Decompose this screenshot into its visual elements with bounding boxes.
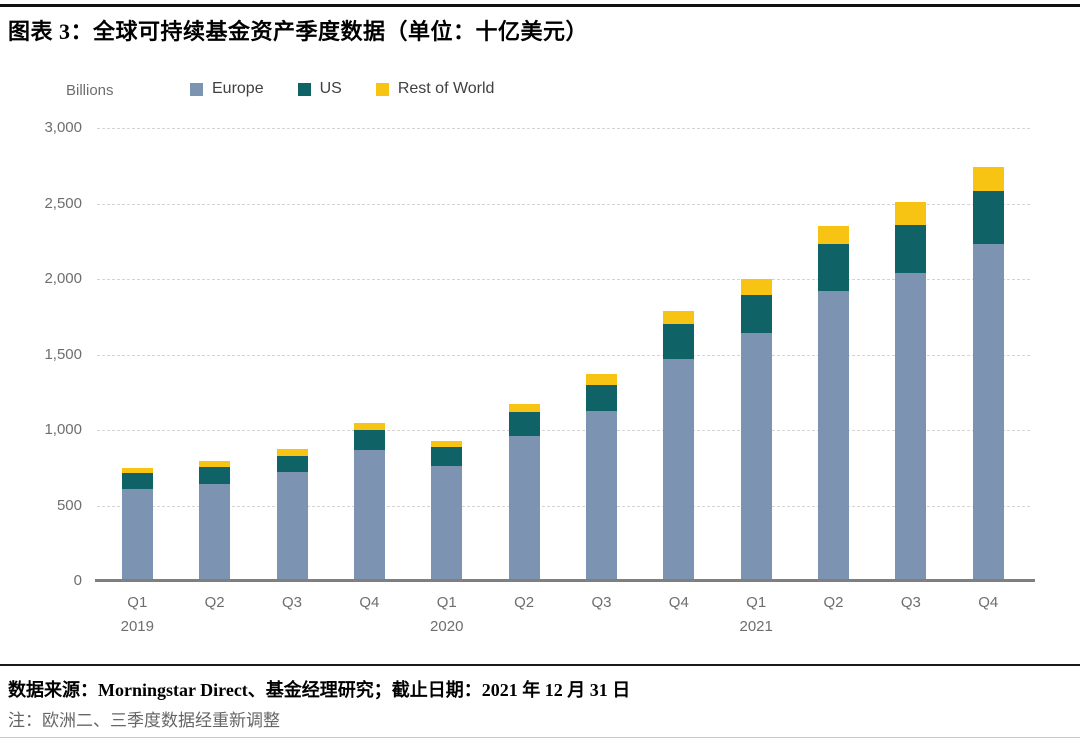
legend-swatch-us (297, 82, 311, 96)
bar-segment-us (585, 384, 617, 412)
bar-segment-europe (353, 450, 385, 581)
y-tick-label: 1,500 (44, 345, 82, 363)
bar-segment-europe (121, 488, 153, 581)
legend-item-us: US (297, 80, 342, 98)
stacked-bar-chart: Billions Europe US Rest of World 0 500 1,0… (0, 70, 1080, 650)
bar-segment-rest-of-world (895, 202, 927, 225)
bar-segment-us (508, 411, 540, 436)
x-tick-label-quarter: Q4 (978, 594, 999, 611)
bar-q1-0 (121, 467, 153, 581)
bar-segment-europe (585, 411, 617, 581)
y-axis-unit-label: Billions (66, 82, 114, 99)
x-tick-label-quarter: Q1 (746, 594, 767, 611)
bar-q4-11 (972, 167, 1004, 581)
bar-q3-6 (585, 374, 617, 581)
bar-q4-7 (663, 310, 695, 581)
bar-segment-rest-of-world (276, 448, 308, 456)
legend-label-europe: Europe (212, 80, 264, 97)
bar-segment-rest-of-world (972, 167, 1004, 191)
y-tick-label: 0 (73, 572, 82, 589)
x-tick-label-quarter: Q4 (668, 594, 689, 611)
legend-swatch-rest-of-world (375, 82, 389, 96)
bar-segment-europe (740, 333, 772, 581)
bar-segment-us (740, 294, 772, 334)
x-tick-label-quarter: Q1 (436, 594, 457, 611)
gridline (97, 354, 1030, 356)
bar-q2-5 (508, 404, 540, 581)
bar-segment-europe (972, 244, 1004, 581)
legend-swatch-europe (190, 82, 203, 96)
bar-segment-europe (663, 359, 695, 581)
gridline (97, 505, 1030, 507)
bar-q1-4 (431, 440, 463, 581)
y-tick-label: 500 (56, 496, 82, 514)
legend-label-rest-of-world: Rest of World (397, 80, 495, 97)
bar-segment-rest-of-world (199, 461, 231, 468)
source-text: 数据来源：Morningstar Direct、基金经理研究；截止日期：2021… (8, 680, 631, 700)
bar-segment-us (663, 324, 695, 359)
bar-segment-europe (276, 471, 308, 581)
bar-segment-rest-of-world (585, 374, 617, 385)
bottom-divider (0, 737, 1080, 738)
y-tick-label: 3,000 (44, 119, 82, 136)
bar-q3-2 (276, 448, 308, 581)
bar-segment-us (818, 244, 850, 292)
bar-segment-rest-of-world (740, 279, 772, 295)
bar-segment-europe (818, 291, 850, 581)
x-tick-label-year: 2021 (739, 618, 773, 635)
y-tick-label: 2,500 (44, 194, 82, 212)
bar-q3-10 (895, 202, 927, 581)
bar-segment-us (121, 473, 153, 489)
y-tick-label: 2,000 (44, 270, 82, 287)
bar-segment-us (895, 224, 927, 273)
legend-item-rest-of-world: Rest of World (375, 80, 495, 98)
bar-segment-us (972, 190, 1004, 245)
bar-q2-1 (199, 461, 231, 581)
x-tick-label-quarter: Q3 (591, 594, 612, 611)
note-text: 注：欧洲二、三季度数据经重新调整 (8, 711, 280, 730)
bar-q1-8 (740, 279, 772, 581)
x-tick-label-quarter: Q1 (127, 594, 148, 611)
y-tick-label: 1,000 (44, 421, 82, 438)
chart-legend: Europe US Rest of World (190, 80, 494, 98)
bar-q4-3 (353, 423, 385, 581)
x-tick-label-quarter: Q2 (204, 594, 225, 611)
x-tick-label-quarter: Q3 (900, 594, 921, 611)
bar-segment-rest-of-world (431, 440, 463, 447)
bar-segment-rest-of-world (818, 226, 850, 245)
x-tick-label-quarter: Q4 (359, 594, 380, 611)
bar-q2-9 (818, 226, 850, 581)
gridline (97, 430, 1030, 431)
bar-segment-us (353, 430, 385, 451)
x-tick-label-year: 2019 (120, 618, 154, 635)
bar-segment-rest-of-world (508, 404, 540, 412)
bar-segment-europe (431, 465, 463, 581)
bar-segment-rest-of-world (353, 423, 385, 431)
top-divider (0, 4, 1080, 7)
gridline (97, 203, 1030, 205)
page-title: 图表 3：全球可持续基金资产季度数据（单位：十亿美元） (8, 19, 589, 44)
bar-segment-us (199, 467, 231, 484)
bar-segment-us (276, 455, 308, 472)
footer-divider (0, 664, 1080, 666)
gridline (97, 279, 1030, 280)
legend-label-us: US (319, 80, 342, 97)
gridline (97, 128, 1030, 129)
bar-segment-europe (895, 273, 927, 581)
bar-segment-rest-of-world (121, 467, 153, 474)
x-tick-label-quarter: Q3 (282, 594, 303, 611)
x-axis-baseline (95, 579, 1035, 582)
x-tick-label-quarter: Q2 (823, 594, 844, 611)
bar-segment-europe (508, 436, 540, 581)
bar-segment-europe (199, 483, 231, 581)
bar-segment-us (431, 446, 463, 466)
bar-segment-rest-of-world (663, 310, 695, 325)
x-tick-label-year: 2020 (430, 618, 464, 635)
legend-item-europe: Europe (190, 80, 264, 98)
x-tick-label-quarter: Q2 (514, 594, 535, 611)
